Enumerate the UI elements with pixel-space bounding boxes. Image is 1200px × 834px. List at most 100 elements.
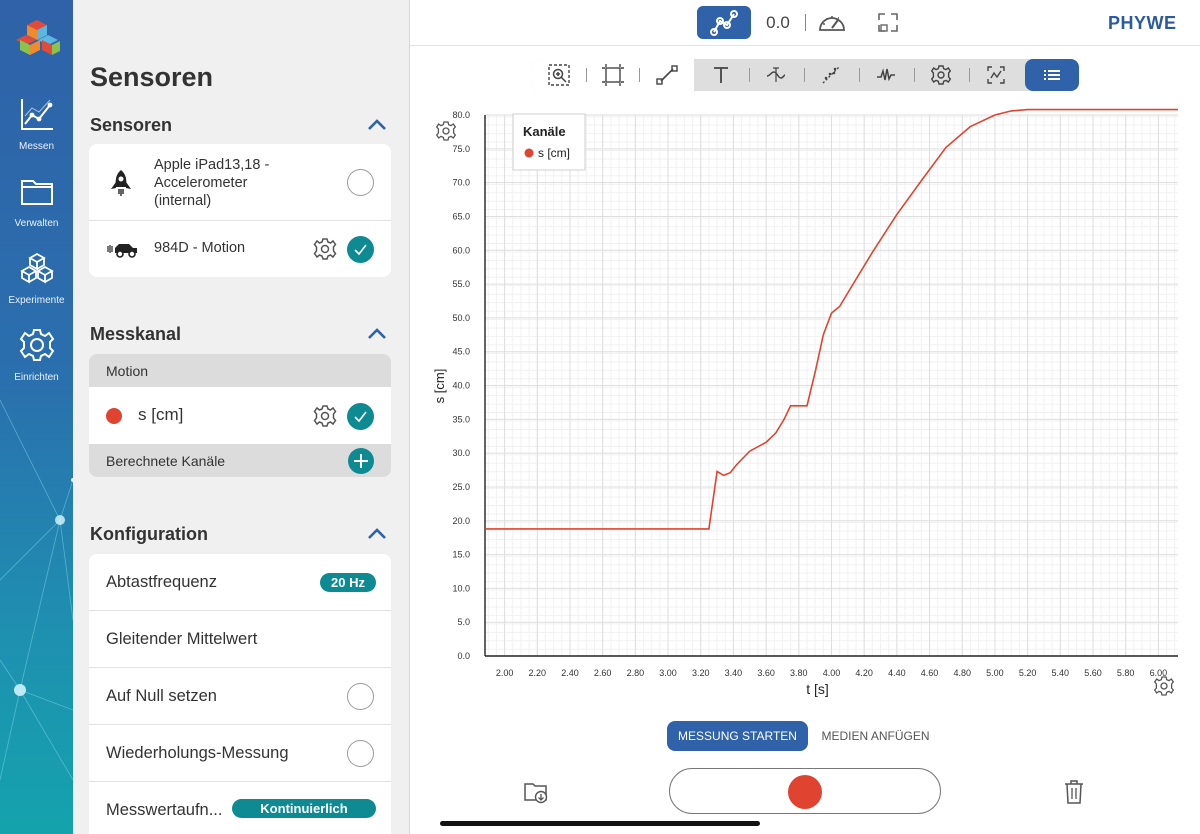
config-row-moving-average[interactable]: Gleitender Mittelwert (89, 611, 391, 668)
config-row-sampling-rate[interactable]: Abtastfrequenz 20 Hz (89, 554, 391, 611)
sensor-item-accelerometer[interactable]: Apple iPad13,18 - Accelerometer (interna… (89, 144, 391, 221)
channel-settings-gear-icon[interactable] (313, 404, 337, 428)
diagonal-measure-icon[interactable] (656, 64, 678, 86)
config-label: Gleitender Mittelwert (106, 630, 258, 648)
y-tick-label: 30.0 (452, 448, 470, 458)
config-row-zero[interactable]: Auf Null setzen (89, 668, 391, 725)
gauge-mode-button[interactable] (807, 6, 857, 39)
zoom-selection-icon[interactable] (547, 63, 571, 87)
x-tick-label: 2.60 (594, 668, 612, 678)
attach-media-button[interactable]: MEDIEN ANFÜGEN (821, 729, 930, 743)
chart-toolbar (531, 59, 1079, 91)
checkmark-icon (354, 244, 367, 256)
computed-channels-header: Berechnete Kanäle (89, 444, 391, 477)
home-indicator (440, 821, 760, 826)
start-measurement-button[interactable]: MESSUNG STARTEN (667, 721, 808, 751)
sampling-rate-badge[interactable]: 20 Hz (320, 573, 376, 592)
x-tick-label: 3.00 (659, 668, 677, 678)
series-color-dot (106, 408, 122, 424)
bottom-mode-toggle: MESSUNG STARTEN MEDIEN ANFÜGEN (667, 721, 943, 751)
sensor-label-line: Apple iPad13,18 - (154, 157, 270, 173)
main-navigation-rail: Messen Verwalten Experimente (0, 0, 73, 834)
x-axis-settings-gear-icon[interactable] (1153, 676, 1175, 696)
fit-to-screen-icon[interactable] (602, 64, 624, 86)
sensor-label-accelerometer: Apple iPad13,18 - Accelerometer (interna… (154, 156, 269, 210)
checkmark-icon (354, 411, 367, 423)
chart-area[interactable]: 2.00 2.20 2.40 2.60 2.80 3.00 3.20 3.40 3.60 3.80… (422, 103, 1188, 708)
graph-icon (710, 10, 738, 36)
x-tick-label: 5.20 (1019, 668, 1037, 678)
x-axis-label: t [s] (806, 681, 829, 697)
signal-analysis-icon[interactable] (876, 65, 896, 85)
plus-icon (354, 454, 368, 468)
line-chart[interactable]: 2.00 2.20 2.40 2.60 2.80 3.00 3.20 3.40 3.60 3.80… (422, 103, 1188, 708)
sensor-selected-checkmark[interactable] (347, 236, 374, 263)
rail-item-messen[interactable]: Messen (0, 96, 73, 166)
y-axis-label: s [cm] (432, 369, 447, 404)
sensor-label-line: Accelerometer (154, 175, 248, 191)
config-heading: Konfiguration (90, 524, 208, 544)
zero-toggle-radio[interactable] (347, 683, 374, 710)
sensors-card: Apple iPad13,18 - Accelerometer (interna… (89, 144, 391, 277)
legend-title: Kanäle (523, 124, 566, 139)
record-bar[interactable] (669, 768, 941, 814)
acquisition-mode-badge[interactable]: Kontinuierlich (232, 799, 376, 818)
chart-mode-button[interactable] (697, 6, 751, 39)
rail-label-experimente: Experimente (8, 295, 65, 306)
y-tick-label: 70.0 (452, 178, 470, 188)
y-tick-label: 60.0 (452, 245, 470, 255)
sensor-settings-gear-icon[interactable] (313, 237, 337, 261)
y-tick-label: 5.0 (457, 617, 470, 627)
data-cursor-icon[interactable] (766, 65, 786, 85)
sensor-label-line: (internal) (154, 193, 212, 209)
add-computed-channel-button[interactable] (348, 448, 374, 474)
rail-item-verwalten[interactable]: Verwalten (0, 173, 73, 243)
channel-selected-checkmark[interactable] (347, 403, 374, 430)
y-tick-label: 75.0 (452, 144, 470, 154)
text-annotation-icon[interactable] (711, 65, 731, 85)
record-button[interactable] (788, 775, 822, 809)
trash-icon[interactable] (1062, 778, 1086, 806)
y-axis-settings-gear-icon[interactable] (435, 121, 457, 141)
channel-group-header: Motion (89, 354, 391, 387)
chart-settings-gear-icon[interactable] (931, 65, 951, 85)
folder-download-icon[interactable] (522, 777, 550, 805)
rail-item-experimente[interactable]: Experimente (0, 250, 73, 320)
x-tick-label: 2.00 (496, 668, 514, 678)
sensor-label-motion: 984D - Motion (154, 240, 246, 256)
config-label: Abtastfrequenz (106, 573, 217, 591)
y-tick-label: 55.0 (452, 279, 470, 289)
channel-group-label: Motion (106, 363, 149, 379)
sensor-panel: Sensoren Sensoren Apple iPad13,18 - Acce… (73, 0, 410, 834)
x-tick-label: 5.60 (1084, 668, 1102, 678)
config-row-repeat[interactable]: Wiederholungs-Messung (89, 725, 391, 782)
chevron-up-icon[interactable] (366, 327, 388, 341)
brand-logo-text: PHYWE (1108, 13, 1177, 33)
chevron-up-icon[interactable] (366, 118, 388, 132)
list-icon[interactable] (1042, 65, 1062, 85)
regression-icon[interactable] (821, 65, 841, 85)
y-tick-label: 45.0 (452, 347, 470, 357)
gear-icon (19, 329, 54, 361)
sensor-select-radio[interactable] (347, 169, 374, 196)
x-tick-label: 4.40 (888, 668, 906, 678)
chart-line-icon (20, 99, 53, 130)
channel-item-s[interactable]: s [cm] (89, 387, 391, 444)
auto-scale-icon[interactable] (986, 65, 1006, 85)
repeat-toggle-radio[interactable] (347, 740, 374, 767)
chevron-up-icon[interactable] (366, 527, 388, 541)
y-axis-settings-gear-icon-hub (442, 127, 450, 135)
x-tick-label: 2.20 (529, 668, 547, 678)
value-readout-button[interactable]: 0.0 (766, 13, 790, 32)
sensor-item-motion[interactable]: 984D - Motion (89, 221, 391, 277)
config-row-acquisition[interactable]: Messwertaufn... Kontinuierlich (89, 782, 391, 834)
fullscreen-button[interactable] (873, 6, 903, 39)
config-label: Auf Null setzen (106, 687, 217, 705)
rail-item-einrichten[interactable]: Einrichten (0, 327, 73, 397)
y-tick-label: 80.0 (452, 110, 470, 120)
x-tick-label: 3.80 (790, 668, 808, 678)
app-logo (16, 20, 60, 55)
gauge-icon (819, 16, 845, 31)
legend-marker (524, 148, 534, 158)
